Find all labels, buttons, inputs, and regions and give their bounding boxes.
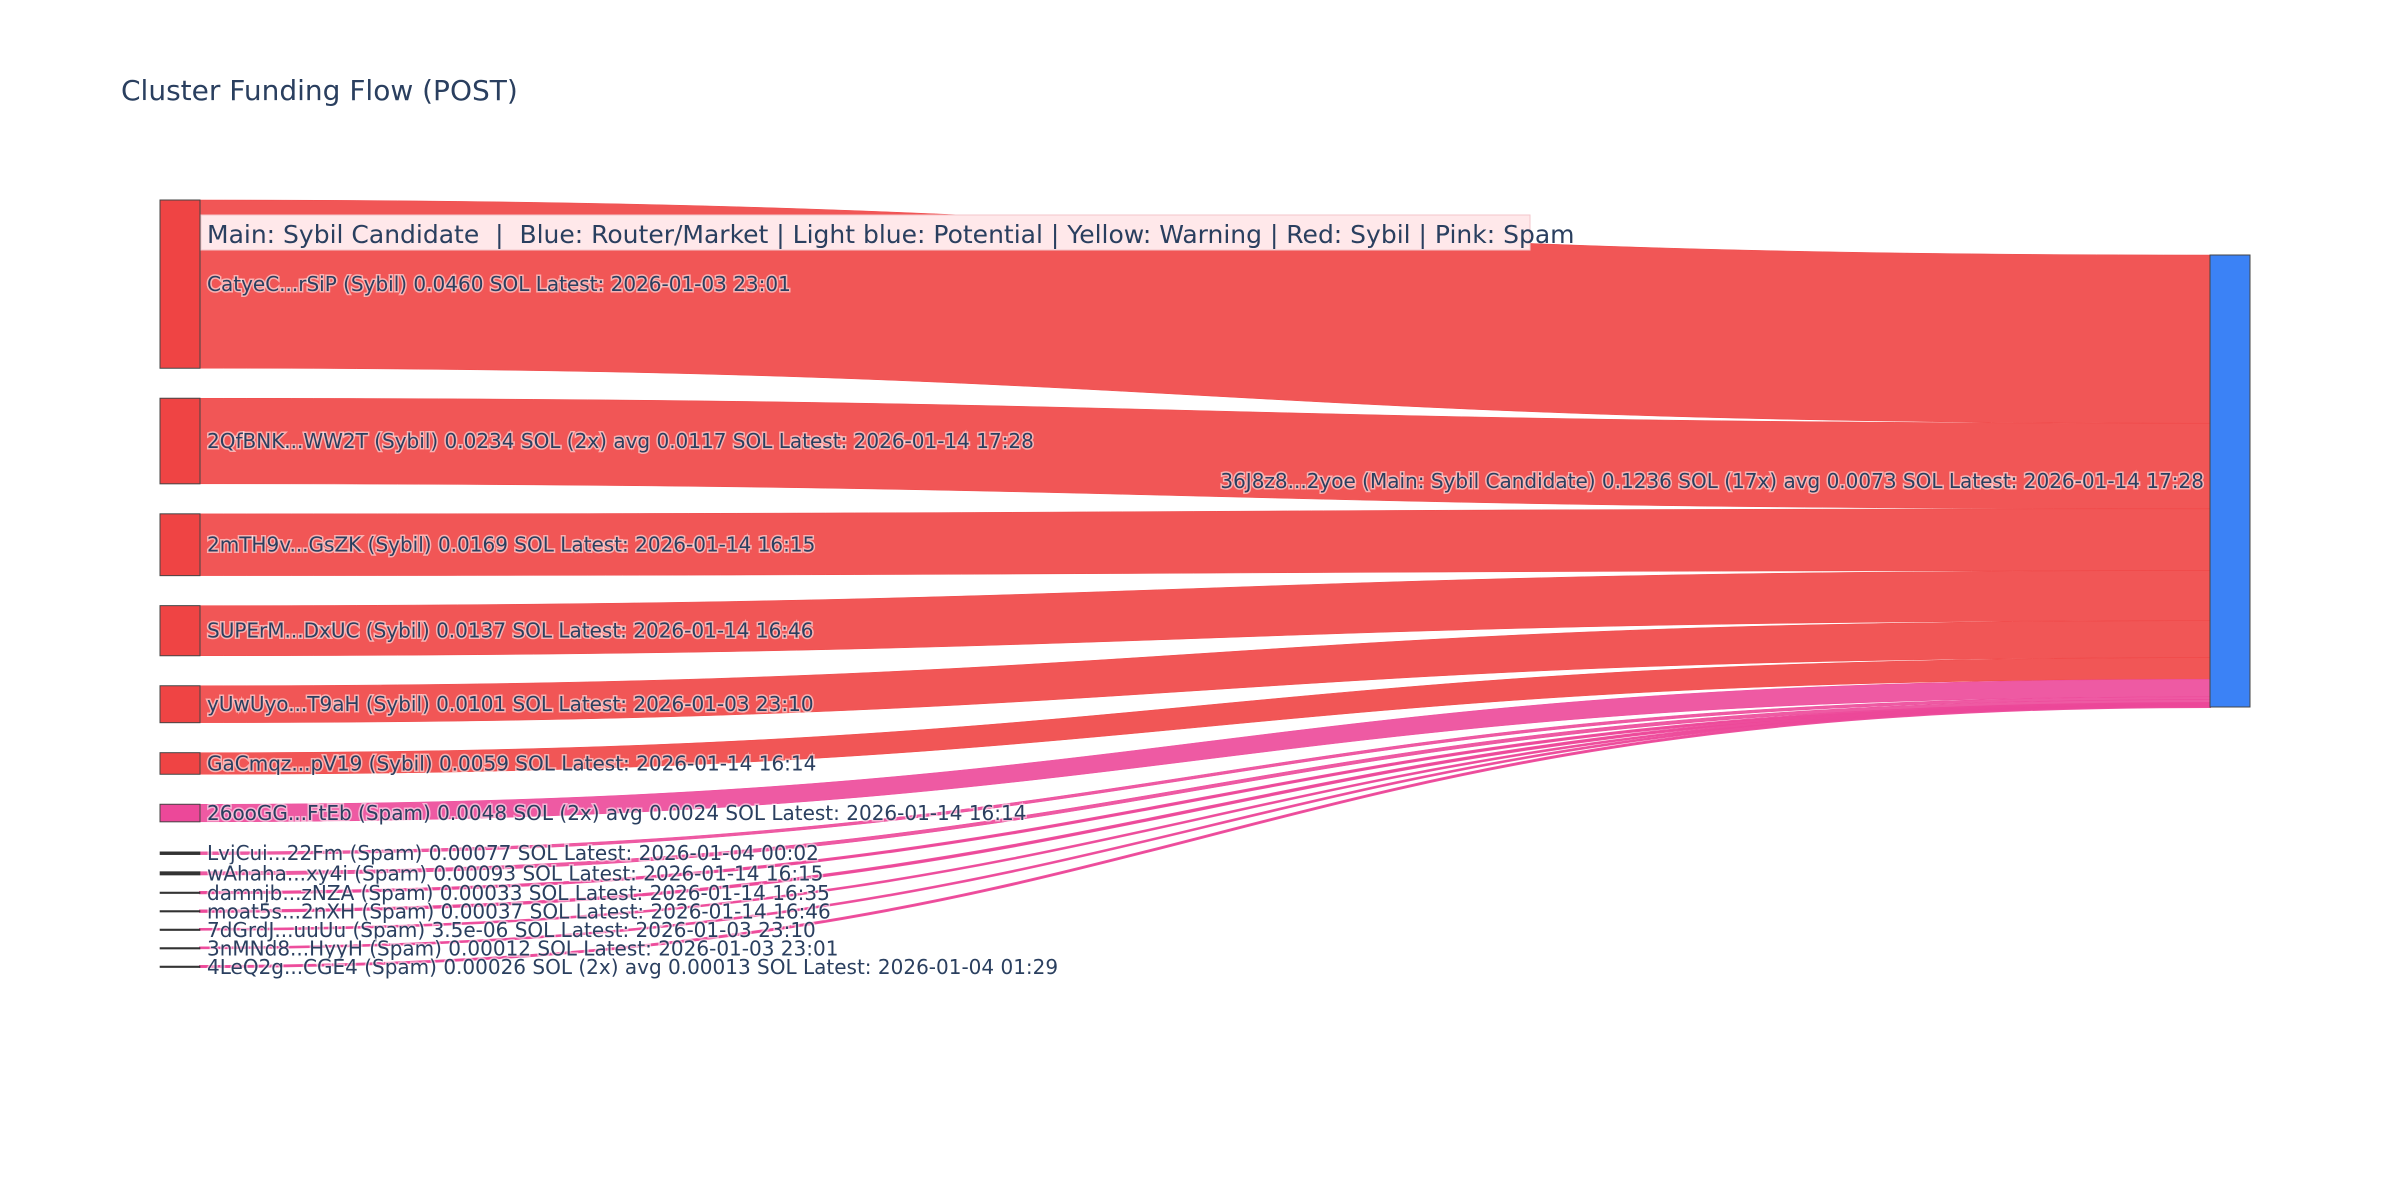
source-label-damnjb-znza: damnjb...zNZA (Spam) 0.00033 SOL Latest:… xyxy=(207,881,830,905)
legend-note-background xyxy=(200,214,1531,251)
source-label-lvjcui-22fm: LvjCui...22Fm (Spam) 0.00077 SOL Latest:… xyxy=(207,841,819,865)
source-label-3nmnd8-hyyh: 3nMNd8...HyyH (Spam) 0.00012 SOL Latest:… xyxy=(207,936,838,960)
source-node-gacmqz-pv19[interactable] xyxy=(159,752,201,775)
legend-note-group: Main: Sybil Candidate | Blue: Router/Mar… xyxy=(200,214,1575,251)
source-node-catyec-rsip[interactable] xyxy=(159,199,201,369)
source-node-2mth9v-gszk[interactable] xyxy=(159,513,201,577)
source-label-yuwuyo-t9ah: yUwUyo...T9aH (Sybil) 0.0101 SOL Latest:… xyxy=(207,692,814,716)
source-node-4leq2g-cge4[interactable] xyxy=(159,965,201,968)
target-node-main[interactable] xyxy=(2209,254,2251,708)
source-node-26oogg-fteb[interactable] xyxy=(159,803,201,823)
source-label-gacmqz-pv19: GaCmqz...pV19 (Sybil) 0.0059 SOL Latest:… xyxy=(207,751,816,775)
legend-note: Main: Sybil Candidate | Blue: Router/Mar… xyxy=(207,220,1575,249)
source-label-7dgrdj-uuuu: 7dGrdJ...uuUu (Spam) 3.5e-06 SOL Latest:… xyxy=(207,918,816,942)
source-node-moat5s-2nxh[interactable] xyxy=(159,910,201,913)
source-label-catyec-rsip: CatyeC...rSiP (Sybil) 0.0460 SOL Latest:… xyxy=(207,272,791,296)
source-label-2mth9v-gszk: 2mTH9v...GsZK (Sybil) 0.0169 SOL Latest:… xyxy=(207,533,815,557)
source-label-moat5s-2nxh: moat5s...2nXH (Spam) 0.00037 SOL Latest:… xyxy=(207,899,831,923)
source-node-3nmnd8-hyyh[interactable] xyxy=(159,947,201,950)
source-node-2qfbnk-ww2t[interactable] xyxy=(159,397,201,485)
chart-title: Cluster Funding Flow (POST) xyxy=(121,74,518,107)
source-label-wahaha-xy4i: wAhaha...xy4i (Spam) 0.00093 SOL Latest:… xyxy=(207,861,824,885)
nodes-layer xyxy=(159,199,2251,968)
labels-layer: CatyeC...rSiP (Sybil) 0.0460 SOL Latest:… xyxy=(206,271,2206,981)
source-node-yuwuyo-t9ah[interactable] xyxy=(159,685,201,724)
source-label-superm-dxuc: SUPErM...DxUC (Sybil) 0.0137 SOL Latest:… xyxy=(207,619,813,643)
source-node-superm-dxuc[interactable] xyxy=(159,605,201,657)
source-label-4leq2g-cge4: 4LeQ2g...CGE4 (Spam) 0.00026 SOL (2x) av… xyxy=(207,955,1058,979)
source-label-26oogg-fteb: 26ooGG...FtEb (Spam) 0.0048 SOL (2x) avg… xyxy=(207,801,1026,825)
target-label-main: 36J8z8...2yoe (Main: Sybil Candidate) 0.… xyxy=(1220,469,2204,493)
source-label-2qfbnk-ww2t: 2QfBNK...WW2T (Sybil) 0.0234 SOL (2x) av… xyxy=(207,429,1034,453)
source-node-7dgrdj-uuuu[interactable] xyxy=(159,928,201,931)
source-node-lvjcui-22fm[interactable] xyxy=(159,851,201,855)
source-node-wahaha-xy4i[interactable] xyxy=(159,871,201,876)
source-node-damnjb-znza[interactable] xyxy=(159,891,201,894)
